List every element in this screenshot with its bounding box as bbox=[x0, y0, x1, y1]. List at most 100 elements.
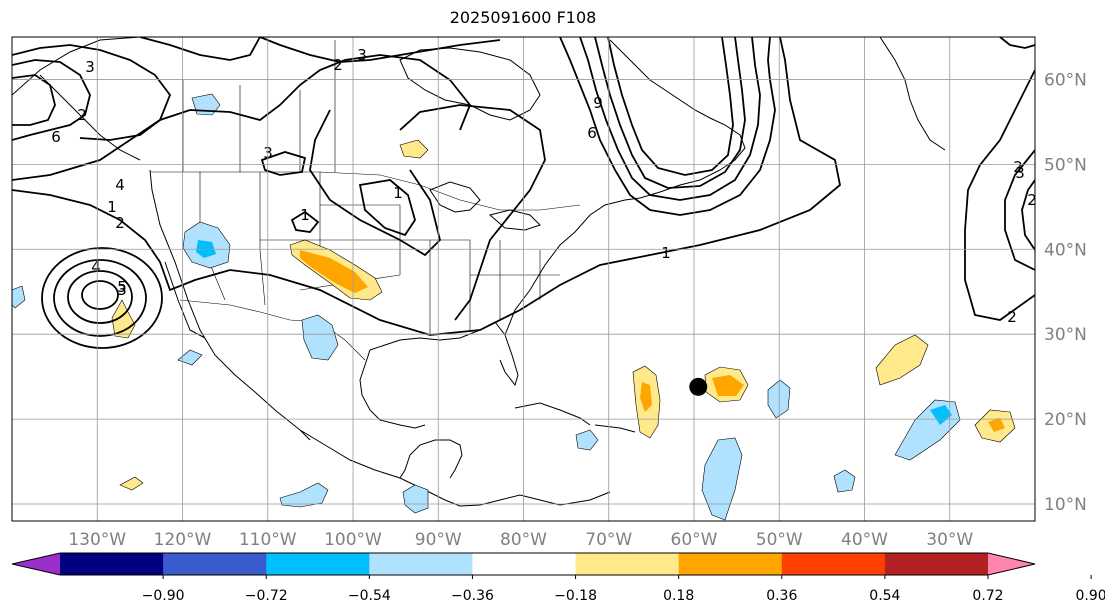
contour-label: 2 bbox=[1027, 191, 1037, 209]
contour-east-high-3 bbox=[594, 37, 746, 189]
colorbar-tick-label: −0.72 bbox=[245, 588, 288, 604]
contour-far-east-2 bbox=[1004, 149, 1035, 271]
lon-tick-label: 60°W bbox=[671, 530, 718, 550]
colorbar-extend-low bbox=[12, 553, 60, 575]
contour-label: 3 bbox=[117, 281, 127, 299]
negative-anomaly-pacific-small bbox=[177, 349, 203, 366]
canada-province-lines bbox=[182, 40, 336, 172]
lat-tick-label: 30°N bbox=[1044, 325, 1087, 345]
hudson-bay bbox=[399, 47, 541, 121]
colorbar-segment bbox=[678, 553, 783, 575]
colorbar bbox=[11, 552, 1092, 579]
contour-label: 1 bbox=[300, 206, 310, 224]
longitude-tick-labels: 130°W 120°W 110°W 100°W 90°W 80°W 70°W 60°W 50°W… bbox=[68, 530, 973, 550]
contour-3-trough bbox=[358, 179, 416, 237]
contour-nw-1 bbox=[12, 44, 172, 141]
lat-tick-label: 60°N bbox=[1044, 70, 1087, 90]
contour-label: 2 bbox=[1013, 158, 1023, 176]
contour-east-high-4 bbox=[607, 37, 734, 176]
map-frame bbox=[11, 36, 1036, 522]
contour-nw-3 bbox=[12, 74, 56, 126]
lon-tick-label: 30°W bbox=[926, 530, 973, 550]
colorbar-tick-label: 0.18 bbox=[663, 588, 694, 604]
contour-low-small-2 bbox=[290, 210, 320, 233]
strong-positive-anomaly-southern-plains bbox=[300, 250, 368, 293]
colorbar-segment bbox=[575, 553, 680, 575]
negative-anomaly-central-atlantic bbox=[894, 399, 961, 461]
colorbar-segment bbox=[472, 553, 577, 575]
contour-low-pacific-3 bbox=[53, 259, 147, 337]
contour-lines bbox=[12, 37, 1035, 349]
negative-anomaly-mexico bbox=[301, 314, 339, 361]
contour-label: 3 bbox=[1015, 164, 1025, 182]
contour-label: 4 bbox=[91, 258, 101, 276]
contour-label: 4 bbox=[115, 176, 125, 194]
graticule bbox=[12, 37, 1035, 521]
lon-tick-label: 70°W bbox=[585, 530, 632, 550]
contour-1-pacific bbox=[12, 37, 841, 336]
colorbar-tick-label: −0.18 bbox=[554, 588, 597, 604]
contour-label: 5 bbox=[117, 278, 127, 296]
contour-2-east bbox=[399, 104, 546, 321]
strong-positive-anomaly-storm bbox=[712, 375, 744, 396]
negative-anomaly-small-atlantic bbox=[833, 469, 856, 493]
contour-east-high-2 bbox=[579, 37, 761, 201]
hispaniola bbox=[594, 424, 636, 433]
contour-label: 1 bbox=[393, 184, 403, 202]
contour-label: 2 bbox=[115, 214, 125, 232]
contour-label: 2 bbox=[77, 106, 87, 124]
lat-tick-label: 50°N bbox=[1044, 155, 1087, 175]
us-mexico-border bbox=[179, 299, 366, 361]
contour-label: 6 bbox=[51, 128, 61, 146]
colorbar-tick-label: 0.54 bbox=[869, 588, 900, 604]
negative-anomaly-tropical-atlantic bbox=[701, 437, 743, 521]
contour-east-high-1 bbox=[559, 37, 776, 216]
contour-low-pacific-inner bbox=[81, 280, 119, 310]
contour-ne-corner bbox=[999, 37, 1035, 49]
lon-tick-label: 110°W bbox=[239, 530, 297, 550]
positive-anomaly-central-atlantic bbox=[875, 334, 929, 386]
colorbar-outline bbox=[11, 552, 1036, 576]
contour-label: 9 bbox=[593, 94, 603, 112]
colorbar-tick-label: 0.72 bbox=[972, 588, 1003, 604]
contour-low-pacific-2 bbox=[67, 270, 133, 324]
lon-tick-label: 40°W bbox=[841, 530, 888, 550]
contour-far-east-3 bbox=[1021, 179, 1035, 251]
colorbar-segment bbox=[884, 553, 989, 575]
us-canada-border bbox=[150, 171, 581, 211]
lat-tick-label: 10°N bbox=[1044, 495, 1087, 515]
negative-anomaly-puerto-rico bbox=[575, 429, 599, 451]
positive-anomaly-pacific-low bbox=[111, 299, 136, 339]
colorbar-segment bbox=[266, 553, 370, 575]
greenland-coast bbox=[879, 37, 946, 151]
contour-label: 1 bbox=[107, 198, 117, 216]
colorbar-segment bbox=[781, 553, 886, 575]
strong-negative-anomaly-central-atlantic bbox=[930, 405, 952, 425]
contour-nw-4 bbox=[139, 37, 261, 61]
colorbar-tick-label: −0.36 bbox=[451, 588, 494, 604]
negative-anomaly-west-edge bbox=[12, 285, 26, 309]
lat-tick-label: 40°N bbox=[1044, 240, 1087, 260]
strong-positive-anomaly-caribbean bbox=[640, 382, 652, 412]
north-america-coastline bbox=[12, 37, 746, 507]
contour-label: 1 bbox=[661, 244, 671, 262]
positive-anomaly-pacific-small bbox=[119, 476, 144, 491]
map-title: 2025091600 F108 bbox=[449, 8, 597, 27]
contour-low-small bbox=[260, 151, 307, 176]
colorbar-extend-high bbox=[988, 553, 1035, 575]
strong-positive-anomaly-east-atlantic bbox=[988, 418, 1005, 432]
colorbar-segment bbox=[369, 553, 473, 575]
contour-low-pacific-4 bbox=[41, 247, 163, 349]
colorbar-tick-label: 0.90 bbox=[1076, 588, 1105, 604]
latitude-tick-labels: 10°N 20°N 30°N 40°N 50°N 60°N bbox=[1044, 70, 1087, 515]
negative-anomaly-central-america bbox=[402, 484, 429, 514]
lon-tick-label: 120°W bbox=[154, 530, 212, 550]
lon-tick-label: 50°W bbox=[756, 530, 803, 550]
contour-label: 3 bbox=[357, 46, 367, 64]
contour-label: 2 bbox=[333, 56, 343, 74]
contour-2-canada bbox=[12, 54, 472, 181]
lon-tick-label: 90°W bbox=[415, 530, 462, 550]
contour-3-north bbox=[259, 37, 501, 63]
